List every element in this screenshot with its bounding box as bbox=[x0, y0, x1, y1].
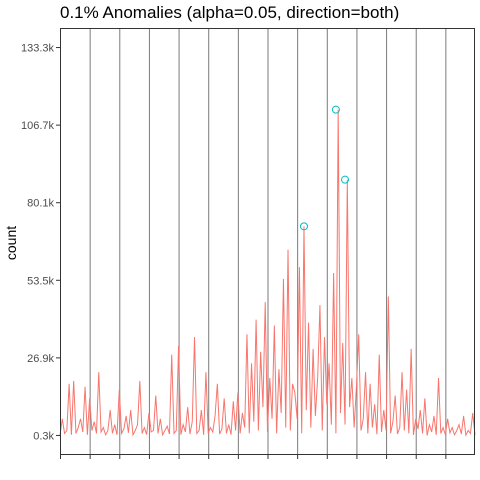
axes: 0.3k 26.9k 53.5k 80.1k 106.7k 133.3k bbox=[21, 28, 475, 459]
chart-title: 0.1% Anomalies (alpha=0.05, direction=bo… bbox=[60, 3, 400, 22]
y-tick-label: 106.7k bbox=[21, 120, 55, 132]
series-line bbox=[59, 109, 476, 437]
y-axis-title: count bbox=[3, 226, 19, 260]
y-tick-label: 53.5k bbox=[27, 275, 54, 287]
y-tick-label: 133.3k bbox=[21, 43, 55, 55]
anomaly-point bbox=[331, 105, 340, 114]
gridlines bbox=[60, 28, 475, 455]
series-layer bbox=[59, 109, 476, 437]
anomaly-point bbox=[341, 175, 350, 184]
y-tick-label: 80.1k bbox=[27, 198, 54, 210]
y-tick-label: 0.3k bbox=[33, 430, 54, 442]
anomaly-point bbox=[299, 222, 308, 231]
y-tick-label: 26.9k bbox=[27, 353, 54, 365]
anomaly-layer bbox=[299, 105, 350, 231]
plot-border bbox=[60, 28, 475, 455]
